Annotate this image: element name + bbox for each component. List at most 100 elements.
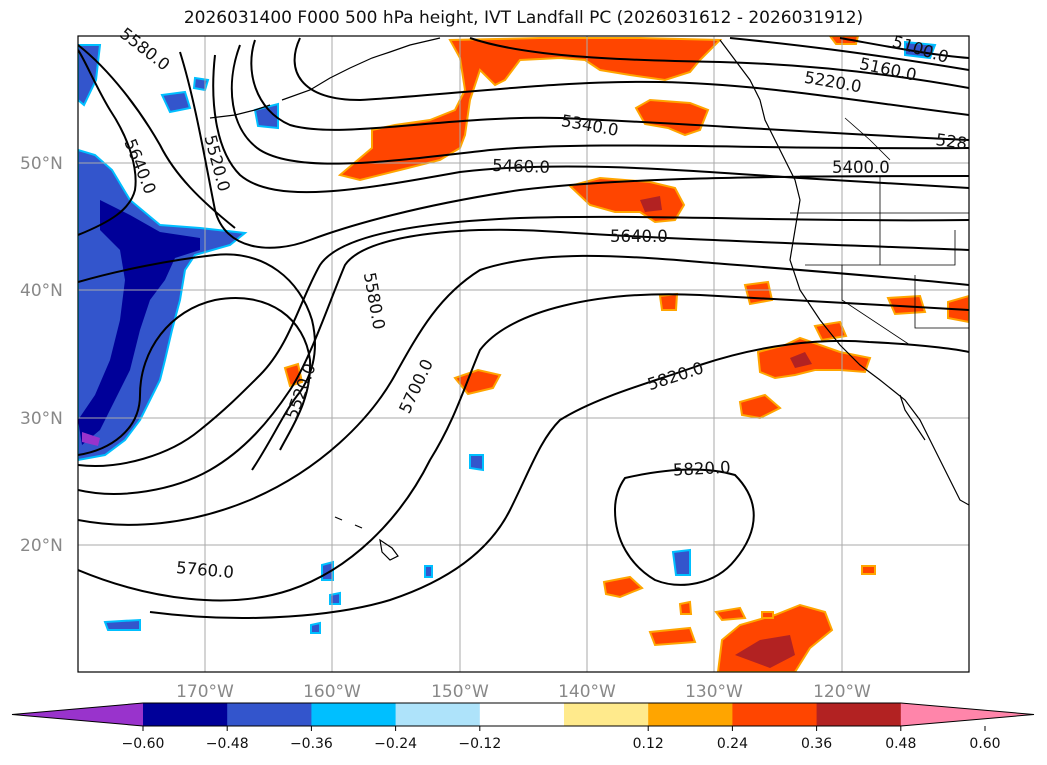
- colorbar-tick-label: 0.60: [969, 736, 1000, 752]
- height-contours: [78, 37, 969, 619]
- contour-label: 5460.0: [492, 156, 550, 177]
- positive-ivt-region: [658, 292, 679, 311]
- contour-line: [78, 254, 969, 526]
- contour-line: [78, 297, 312, 456]
- colorbar-segment: [648, 703, 733, 726]
- lat-label: 20°N: [20, 536, 63, 556]
- negative-ivt-region: [103, 618, 141, 631]
- longitude-labels: 170°W 160°W 150°W 140°W 130°W 120°W: [176, 682, 871, 702]
- map-frame: [77, 35, 970, 673]
- baja-california: [899, 394, 926, 441]
- contour-line: [78, 228, 969, 495]
- lon-label: 120°W: [813, 682, 871, 702]
- colorbar-segment: [816, 703, 902, 726]
- positive-ivt-region: [761, 611, 774, 619]
- lon-label: 170°W: [176, 682, 234, 702]
- contour-line: [250, 39, 969, 141]
- map-title: 2026031400 F000 500 hPa height, IVT Land…: [183, 8, 864, 28]
- contour-line: [78, 293, 969, 602]
- contour-label: 5160.0: [858, 54, 918, 85]
- negative-ivt-region: [253, 102, 279, 130]
- contour-label: 5640.0: [610, 227, 668, 246]
- negative-ivt-region: [160, 90, 192, 114]
- colorbar-segment: [564, 703, 649, 726]
- lon-label: 130°W: [685, 682, 743, 702]
- latitude-labels: 50°N 40°N 30°N 20°N: [20, 154, 63, 556]
- contour-line: [729, 37, 969, 71]
- contour-label: 5820.0: [672, 458, 731, 480]
- contour-line: [179, 51, 969, 249]
- positive-ivt-region: [738, 393, 782, 420]
- contour-label: 5640.0: [120, 136, 159, 197]
- contour-label: 5820.0: [645, 358, 706, 394]
- positive-ivt-region: [714, 606, 747, 622]
- lat-label: 50°N: [20, 154, 63, 174]
- contour-line: [78, 44, 236, 229]
- state-borders: [790, 117, 969, 346]
- colorbar-segment: [143, 703, 228, 726]
- colorbar-tick-label: −0.24: [374, 736, 417, 752]
- positive-ivt-region: [648, 626, 697, 647]
- hawaii-islands: [354, 524, 363, 529]
- lat-label: 40°N: [20, 281, 63, 301]
- colorbar-tick-label: −0.48: [206, 736, 249, 752]
- negative-ivt-region: [192, 76, 210, 92]
- positive-ivt-region: [283, 362, 304, 388]
- negative-ivt-region: [671, 548, 691, 576]
- contour-line: [212, 54, 969, 194]
- positive-ivt-region: [743, 280, 774, 306]
- aleutian-islands: [209, 104, 271, 119]
- positive-ivt-region: [678, 600, 693, 615]
- colorbar-segment: [732, 703, 818, 726]
- coastlines: [209, 37, 969, 561]
- colorbar-extend-min: [12, 703, 143, 726]
- colorbar-tick-label: −0.36: [290, 736, 333, 752]
- negative-ivt-region: [424, 565, 433, 578]
- lon-label: 150°W: [431, 682, 489, 702]
- colorbar-tick-label: −0.60: [122, 736, 165, 752]
- strong-positive-core: [790, 352, 812, 368]
- positive-ivt-region: [337, 37, 723, 182]
- negative-ivt-region: [310, 621, 321, 634]
- contour-line: [230, 44, 969, 165]
- contour-line: [149, 339, 969, 619]
- contour-line: [78, 253, 316, 471]
- lat-label: 30°N: [20, 409, 63, 429]
- positive-ivt-region: [602, 575, 644, 599]
- colorbar-tick-label: 0.24: [717, 736, 748, 752]
- colorbar-segment: [395, 703, 481, 726]
- positive-ivt-region: [453, 368, 502, 396]
- strong-negative-core: [82, 432, 100, 446]
- positive-ivt-region: [861, 565, 876, 575]
- contour-label: 5580.0: [360, 271, 389, 331]
- lon-label: 160°W: [303, 682, 361, 702]
- negative-ivt-region: [469, 454, 484, 472]
- contour-label: 5760.0: [175, 558, 234, 582]
- colorbar: −0.60 −0.48 −0.36 −0.24 −0.12 0.12 0.24 0.36 0.4…: [11, 702, 1035, 752]
- colorbar-segment: [479, 703, 565, 726]
- contour-label: 528: [935, 130, 969, 153]
- lon-label: 140°W: [558, 682, 616, 702]
- hawaii-islands: [334, 516, 343, 521]
- contour-line: [469, 37, 969, 89]
- colorbar-tick-label: −0.12: [458, 736, 501, 752]
- colorbar-extend-max: [900, 703, 1034, 726]
- strong-positive-core: [640, 196, 662, 212]
- positive-ivt-region: [634, 98, 710, 137]
- strong-positive-core: [735, 635, 795, 668]
- positive-ivt-region: [886, 294, 927, 316]
- contour-line: [839, 37, 969, 59]
- contour-line: [78, 49, 137, 236]
- contour-line: [613, 468, 755, 586]
- pacific-northwest-coast: [719, 39, 969, 506]
- negative-ivt-region: [904, 40, 937, 60]
- hawaii: [379, 538, 399, 561]
- contour-label: 5400.0: [832, 158, 890, 177]
- alaska-coast: [281, 37, 441, 101]
- colorbar-tick-label: 0.36: [801, 736, 832, 752]
- contour-label: 5580.0: [116, 24, 173, 75]
- colorbar-tick-label: 0.12: [633, 736, 664, 752]
- positive-ivt-region: [828, 36, 860, 45]
- contour-line: [293, 37, 969, 116]
